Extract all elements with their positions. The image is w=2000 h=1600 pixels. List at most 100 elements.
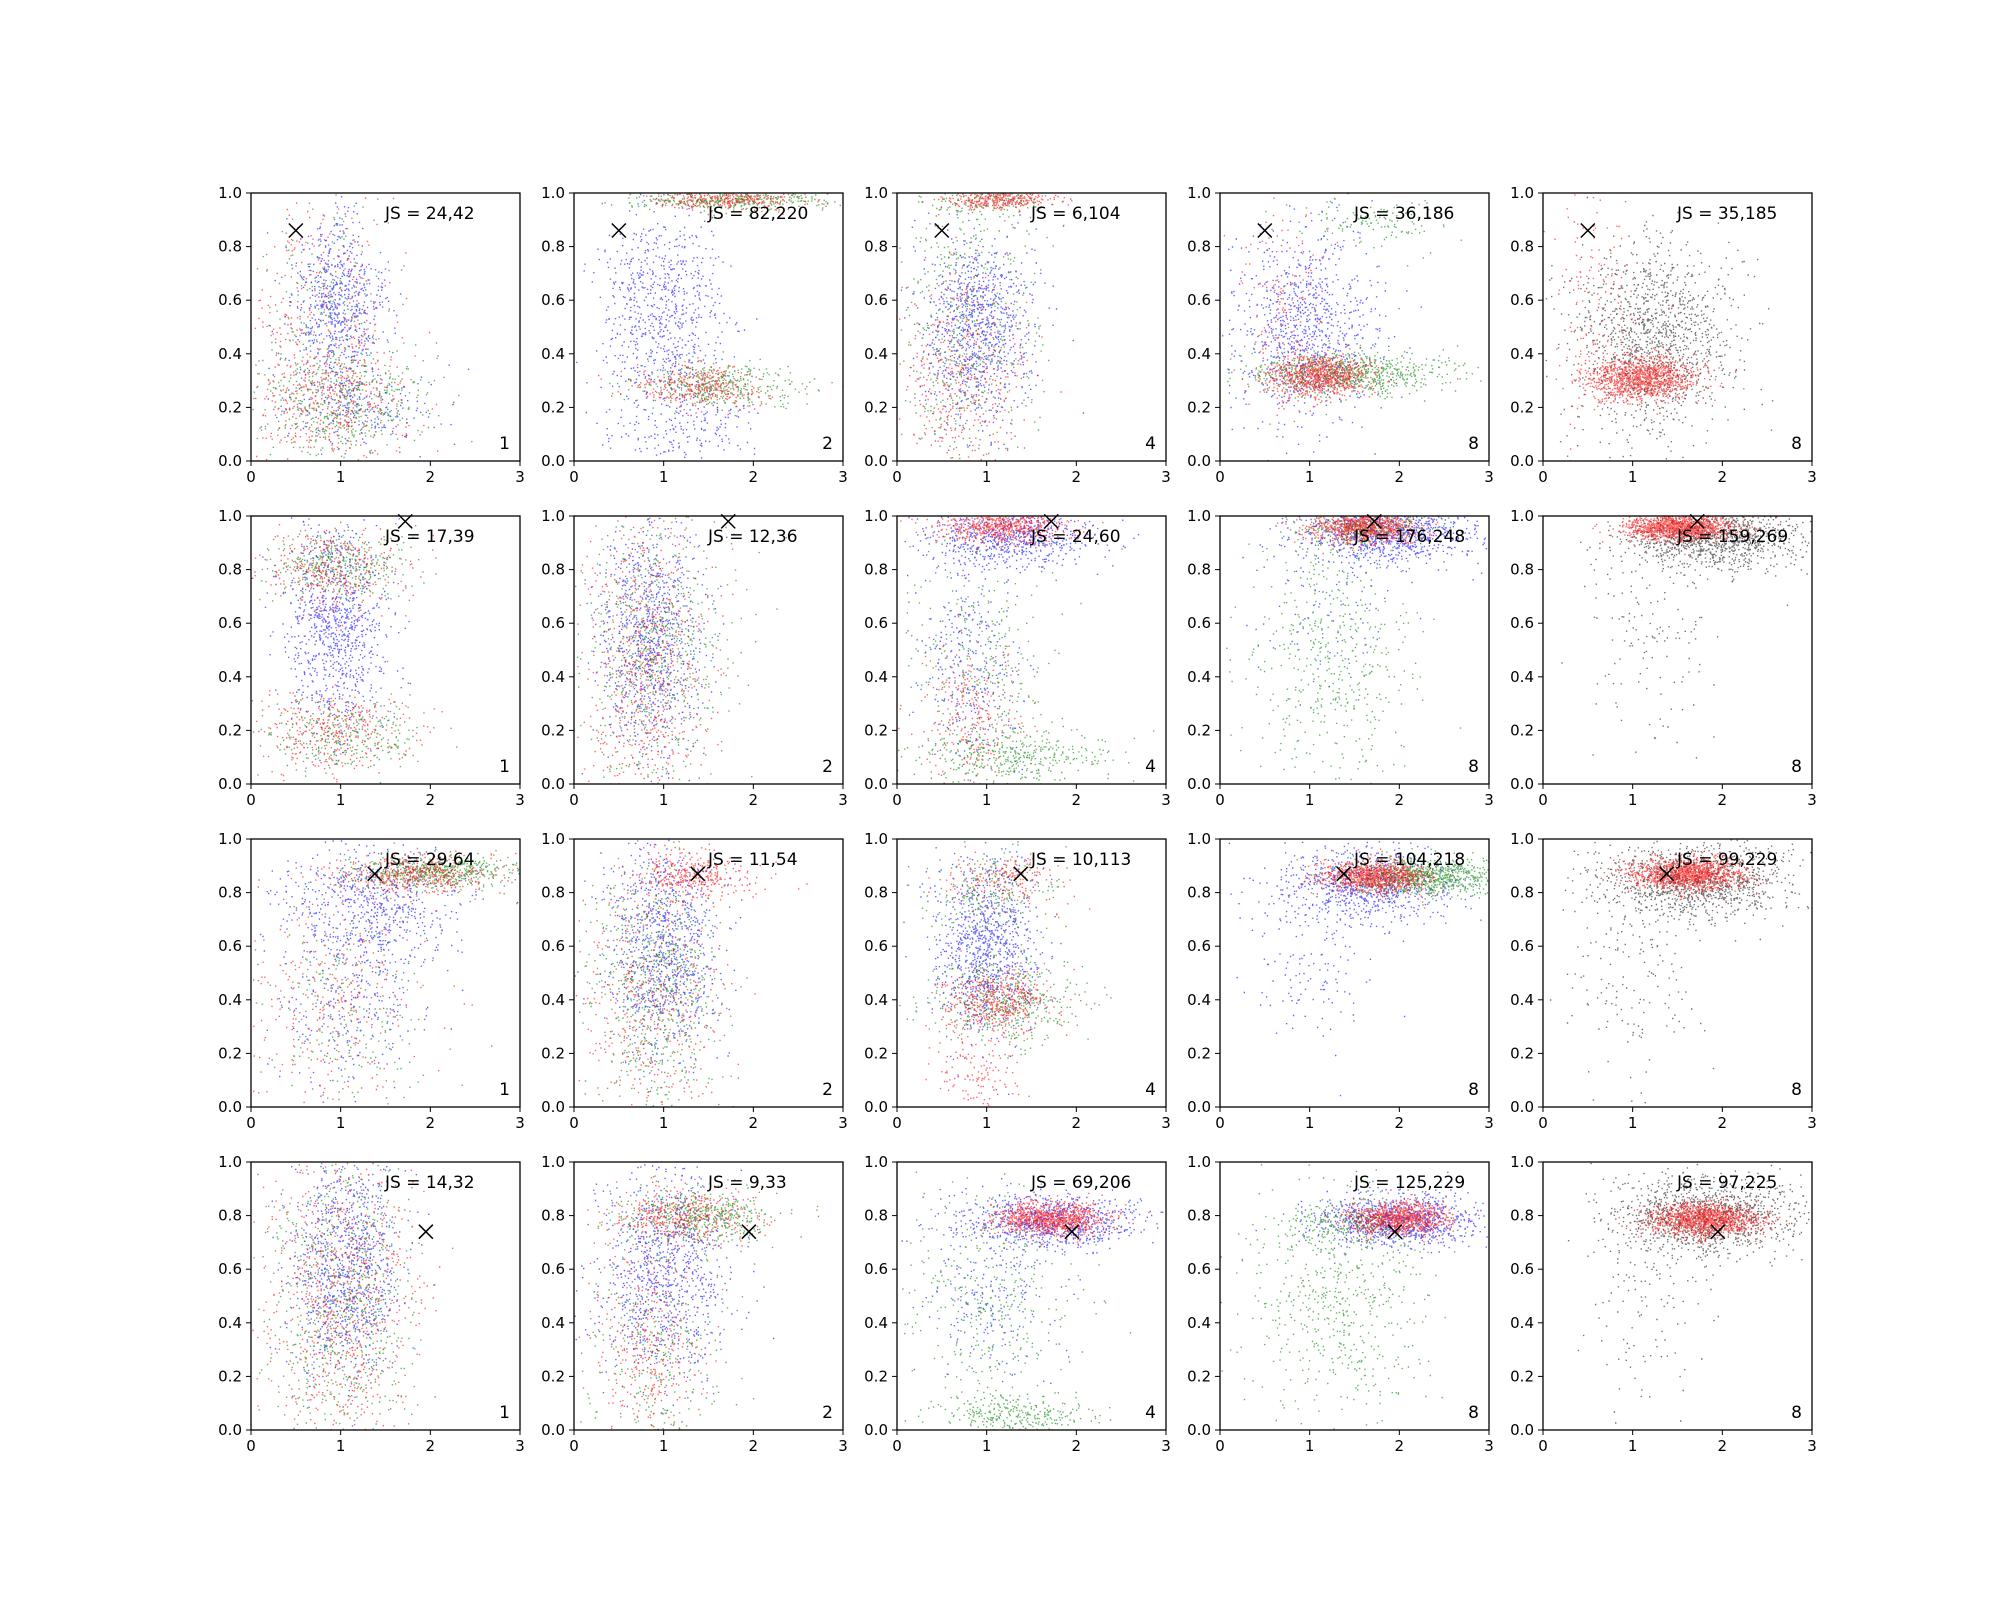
panel-tag: 1 bbox=[499, 1403, 510, 1423]
scatter-points bbox=[898, 193, 1085, 461]
y-tick-label: 0.2 bbox=[1510, 1367, 1534, 1385]
series-blue bbox=[903, 842, 1062, 1095]
series-blue bbox=[1242, 516, 1487, 706]
y-tick-label: 0.8 bbox=[218, 884, 242, 902]
y-tick-label: 0.6 bbox=[1510, 291, 1534, 309]
series-blue-points bbox=[1242, 516, 1487, 706]
scatter-points bbox=[252, 194, 473, 461]
x-tick-label: 1 bbox=[336, 468, 346, 486]
target-marker bbox=[1336, 866, 1352, 882]
y-tick-label: 0.2 bbox=[541, 1367, 565, 1385]
y-tick-label: 0.8 bbox=[218, 561, 242, 579]
y-tick-label: 0.2 bbox=[541, 398, 565, 416]
axes-frame bbox=[573, 1161, 844, 1431]
panel-r2-c1: 0 1 2 3 0.0 0.2 0.4 0.6 0.8 1.0 JS = 17,39 1 bbox=[218, 507, 525, 809]
target-marker bbox=[741, 1224, 757, 1240]
panel-tag: 8 bbox=[1468, 1080, 1479, 1100]
target-marker bbox=[1064, 1224, 1080, 1240]
x-tick-label: 0 bbox=[246, 1114, 256, 1132]
series-green-points bbox=[251, 524, 458, 784]
y-tick-label: 0.0 bbox=[1510, 1098, 1534, 1116]
series-red bbox=[1223, 197, 1459, 425]
js-score-label: JS = 9,33 bbox=[707, 1173, 787, 1193]
y-tick-label: 0.8 bbox=[1187, 884, 1211, 902]
y-tick-label: 0.8 bbox=[541, 884, 565, 902]
x-tick-label: 2 bbox=[426, 791, 436, 809]
panel-tag: 2 bbox=[822, 757, 833, 777]
series-green bbox=[1220, 1164, 1467, 1430]
series-red bbox=[253, 842, 518, 1105]
js-score-label: JS = 99,229 bbox=[1676, 850, 1777, 870]
axes-frame bbox=[573, 515, 844, 785]
series-red-points bbox=[577, 516, 741, 784]
scatter-points bbox=[252, 1162, 454, 1430]
series-red bbox=[1611, 1195, 1790, 1245]
y-tick-label: 0.4 bbox=[864, 991, 888, 1009]
series-green bbox=[897, 533, 1155, 784]
x-tick-label: 3 bbox=[1807, 468, 1817, 486]
y-tick-label: 0.6 bbox=[864, 291, 888, 309]
x-tick-label: 1 bbox=[659, 468, 669, 486]
y-tick-label: 0.2 bbox=[864, 1044, 888, 1062]
series-red-points bbox=[578, 1175, 793, 1430]
series-green-points bbox=[1220, 1164, 1467, 1430]
js-score-label: JS = 159,269 bbox=[1676, 527, 1788, 547]
y-tick-label: 1.0 bbox=[1510, 1153, 1534, 1171]
y-tick-label: 0.6 bbox=[541, 291, 565, 309]
target-marker bbox=[1689, 513, 1705, 529]
y-tick-label: 0.0 bbox=[1510, 1421, 1534, 1439]
series-blue bbox=[259, 840, 519, 1103]
series-red bbox=[1543, 194, 1745, 450]
series-blue bbox=[581, 517, 735, 784]
series-red bbox=[898, 516, 1123, 784]
y-tick-label: 0.2 bbox=[864, 398, 888, 416]
series-blue-points bbox=[574, 1164, 775, 1430]
panel-tag: 8 bbox=[1791, 1080, 1802, 1100]
series-red bbox=[598, 193, 829, 416]
series-red-points bbox=[980, 1192, 1150, 1248]
y-tick-label: 0.0 bbox=[1510, 452, 1534, 470]
x-tick-label: 0 bbox=[246, 1437, 256, 1455]
target-marker bbox=[1013, 866, 1029, 882]
y-tick-label: 0.4 bbox=[1510, 991, 1534, 1009]
scatter-points bbox=[574, 839, 808, 1107]
scatter-points bbox=[1226, 516, 1487, 784]
x-tick-label: 2 bbox=[1718, 791, 1728, 809]
panel-tag: 2 bbox=[822, 434, 833, 454]
series-blue bbox=[574, 1164, 775, 1430]
series-green bbox=[1226, 516, 1462, 784]
series-red-points bbox=[925, 846, 1091, 1106]
axes-frame bbox=[1219, 1161, 1490, 1431]
y-tick-label: 1.0 bbox=[1510, 830, 1534, 848]
y-tick-label: 0.4 bbox=[1510, 345, 1534, 363]
series-green-points bbox=[252, 194, 473, 459]
y-tick-label: 0.4 bbox=[1510, 668, 1534, 686]
panel-tag: 2 bbox=[822, 1080, 833, 1100]
x-tick-label: 3 bbox=[515, 1437, 525, 1455]
y-tick-label: 0.6 bbox=[1510, 1260, 1534, 1278]
x-tick-label: 3 bbox=[1484, 468, 1494, 486]
x-tick-label: 3 bbox=[838, 468, 848, 486]
x-tick-label: 0 bbox=[1538, 468, 1548, 486]
series-red-points bbox=[1324, 1189, 1480, 1243]
axes-frame bbox=[250, 192, 521, 462]
series-green bbox=[1296, 848, 1489, 907]
panel-r2-c2: 0 1 2 30.00.20.40.60.81.0JS = 12,362 bbox=[541, 507, 848, 809]
js-score-label: JS = 82,220 bbox=[707, 204, 808, 224]
target-marker bbox=[934, 222, 950, 239]
y-tick-label: 0.2 bbox=[864, 1367, 888, 1385]
x-tick-label: 1 bbox=[659, 791, 669, 809]
js-score-label: JS = 97,225 bbox=[1676, 1173, 1777, 1193]
y-tick-label: 0.4 bbox=[1187, 1314, 1211, 1332]
target-marker bbox=[418, 1224, 434, 1240]
x-tick-label: 2 bbox=[1395, 1114, 1405, 1132]
y-tick-label: 0.0 bbox=[1187, 775, 1211, 793]
panel-tag: 4 bbox=[1145, 434, 1156, 454]
x-tick-label: 1 bbox=[982, 791, 992, 809]
series-red bbox=[577, 516, 741, 784]
series-red bbox=[980, 1192, 1150, 1248]
x-tick-label: 2 bbox=[1395, 468, 1405, 486]
panel-tag: 1 bbox=[499, 1080, 510, 1100]
y-tick-label: 0.4 bbox=[1187, 991, 1211, 1009]
